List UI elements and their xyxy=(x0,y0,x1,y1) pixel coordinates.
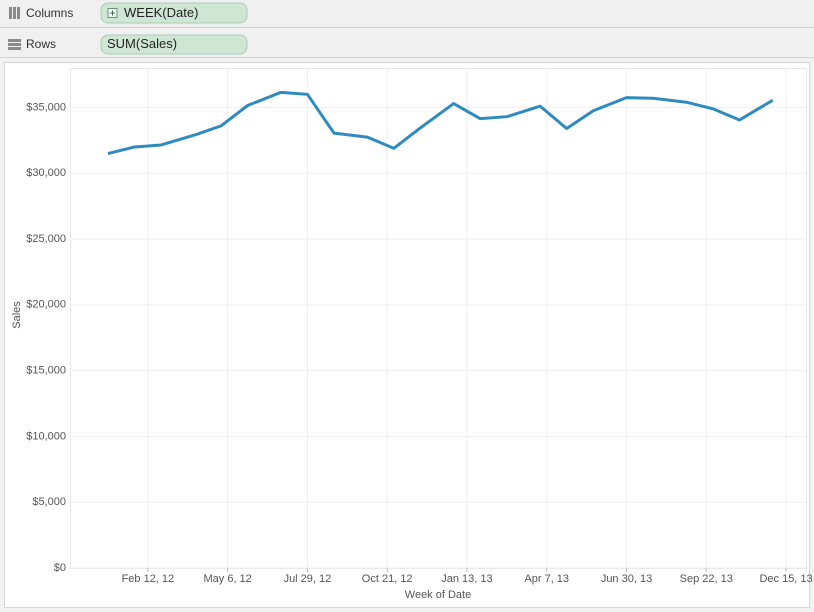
y-tick-label: $5,000 xyxy=(32,496,66,508)
pill-text: SUM(Sales) xyxy=(107,36,177,51)
y-tick-label: $35,000 xyxy=(26,101,66,113)
expand-plus xyxy=(110,10,115,16)
y-tick-label: $30,000 xyxy=(26,167,66,179)
sales-line xyxy=(107,90,774,155)
x-tick-label: Jun 30, 13 xyxy=(601,573,652,585)
grid: $0 $5,000 $10,000 $15,000 $20,000 $25,000 $30,… xyxy=(26,68,813,585)
y-tick-label: $0 xyxy=(54,562,66,574)
rows-icon xyxy=(8,39,21,50)
x-tick-label: Jan 13, 13 xyxy=(441,573,492,585)
columns-pill[interactable] xyxy=(100,2,248,24)
x-tick-label: Oct 21, 12 xyxy=(362,573,413,585)
shelf-label: Rows xyxy=(26,37,56,51)
y-tick-label: $15,000 xyxy=(26,365,66,377)
y-tick-label: $10,000 xyxy=(26,430,66,442)
columns-icon xyxy=(9,7,20,19)
rows-pill[interactable] xyxy=(100,34,248,55)
x-tick-label: Jul 29, 12 xyxy=(284,573,332,585)
shelf-label: Columns xyxy=(26,6,73,20)
x-tick-label: Dec 15, 13 xyxy=(759,573,812,585)
y-tick-label: $20,000 xyxy=(26,299,66,311)
y-axis-title: Sales xyxy=(11,301,23,329)
x-axis-title: Week of Date xyxy=(405,589,471,601)
x-tick-label: May 6, 12 xyxy=(203,573,251,585)
x-tick-label: Feb 12, 12 xyxy=(122,573,175,585)
view-pane xyxy=(4,62,810,608)
x-tick-label: Sep 22, 13 xyxy=(680,573,733,585)
x-tick-label: Apr 7, 13 xyxy=(524,573,569,585)
marks xyxy=(107,90,774,155)
y-tick-label: $25,000 xyxy=(26,233,66,245)
pill-text: WEEK(Date) xyxy=(124,5,198,20)
